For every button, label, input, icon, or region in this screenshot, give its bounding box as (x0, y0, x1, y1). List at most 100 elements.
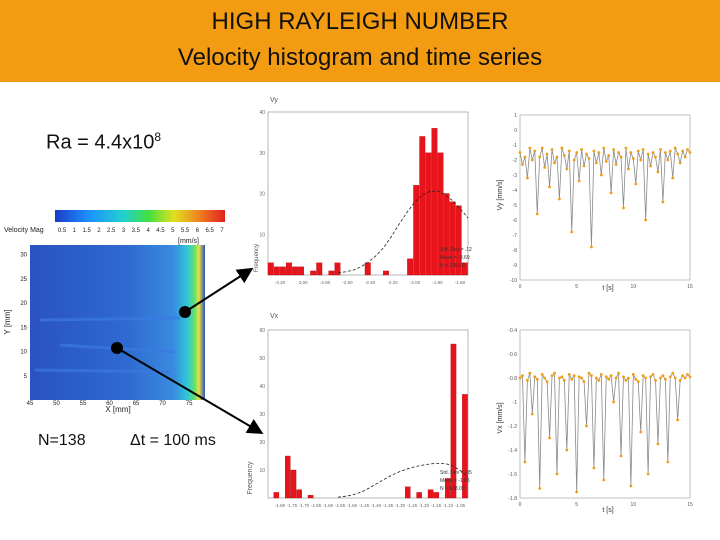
ts-point (585, 424, 588, 428)
rayleigh-text: Ra = 4.4x10 (46, 131, 155, 154)
ts-point (617, 151, 620, 154)
ts-point (592, 149, 596, 153)
colorbar-tick-label: 3 (122, 228, 126, 234)
ts-point (627, 167, 630, 171)
ts-point (614, 163, 618, 166)
title-banner: HIGH RAYLEIGH NUMBER Velocity histogram … (0, 0, 720, 82)
velocity-field-area (30, 245, 205, 400)
hist-stat-text: Mean = -3.69 (440, 255, 470, 261)
hist-ytick-label: 10 (259, 232, 265, 238)
ts-point (688, 375, 692, 379)
hist-xtick-label: -1.50 (347, 503, 358, 508)
ts-point (602, 146, 606, 150)
ts-point (654, 379, 657, 382)
ts-point (525, 379, 529, 382)
histogram-vy: Vy Frequency 10 20 30 40 -3.20 -3.00 -2.80 -2.6… (254, 97, 472, 285)
ts-point (530, 412, 534, 416)
hist-ytick-label: 50 (259, 356, 265, 362)
hist-xtick-label: -2.60 (342, 280, 353, 285)
hist-bar (364, 262, 371, 276)
ts-vy-xlabel: t [s] (602, 285, 613, 292)
colorbar-title: Velocity Mag (4, 227, 44, 234)
colorbar-unit: [mm/s] (178, 238, 199, 245)
field-ytick-label: 20 (20, 301, 27, 307)
ts-point (590, 374, 593, 377)
hist-xtick-label: -1.60 (455, 280, 466, 285)
ts-vx-xlabel: t [s] (602, 507, 613, 514)
hist-stat-text: Std. Dev = .12 (440, 247, 472, 253)
sample-count-label: N=138 (38, 432, 86, 449)
ts-ytick-label: -7 (513, 233, 518, 239)
hist-ytick-label: 60 (259, 328, 265, 334)
hist-bar (328, 270, 335, 276)
hist-xtick-label: -1.65 (311, 503, 322, 508)
ts-point (688, 151, 692, 154)
hist-xtick-label: -1.45 (359, 503, 370, 508)
hist-bar (413, 185, 420, 276)
hist-xtick-label: -2.40 (365, 280, 376, 285)
colorbar-tick-label: 2 (97, 228, 101, 234)
ts-ytick-label: -1.8 (508, 496, 517, 502)
ts-point (671, 371, 675, 375)
ts-point (644, 376, 648, 380)
hist-vy-ylabel: Frequency (254, 244, 260, 272)
ts-point (594, 376, 598, 380)
ts-point (659, 148, 662, 151)
hist-stat-text: Std. Dev = .05 (440, 470, 472, 476)
ts-point (604, 160, 608, 163)
ts-point (525, 176, 529, 180)
ts-point (538, 155, 542, 159)
ts-point (558, 197, 561, 201)
ts-point (565, 167, 569, 171)
timeseries-vy: Vy [mm/s] t [s] 10-1-2-3-4-5-6-7-8-9-100… (497, 113, 693, 292)
colorbar-tick-label: 5 (171, 228, 175, 234)
ts-point (555, 155, 559, 159)
ts-line (519, 372, 691, 493)
ts-point (533, 149, 537, 153)
ts-point (668, 375, 672, 379)
ts-point (604, 375, 608, 379)
hist-xtick-label: -3.20 (275, 280, 286, 285)
page-title: HIGH RAYLEIGH NUMBER (211, 8, 509, 35)
ts-xtick-label: 10 (631, 502, 637, 508)
colorbar-tick-label: 3.5 (132, 228, 141, 234)
ts-point (523, 460, 527, 464)
ts-point (582, 164, 586, 168)
probe-point-2 (111, 342, 123, 354)
ts-point (587, 157, 591, 160)
hist-xtick-label: -1.10 (443, 503, 454, 508)
ts-point (612, 148, 616, 151)
colorbar-tick-label: 4 (146, 228, 150, 234)
ts-point (543, 166, 547, 169)
ts-point (656, 442, 660, 446)
ts-point (572, 158, 576, 162)
ts-point (540, 146, 544, 150)
ts-point (612, 400, 616, 404)
colorbar-tick-label: 0.5 (58, 228, 67, 234)
ts-vx-ylabel: Vx [mm/s] (497, 402, 504, 433)
ts-ytick-label: -1.6 (508, 472, 517, 478)
hist-bar (279, 266, 286, 276)
hist-normal-fit (337, 462, 469, 498)
hist-bar (404, 486, 411, 499)
ts-point (553, 371, 556, 375)
ts-point (614, 376, 618, 380)
ts-point (533, 375, 537, 379)
ts-point (518, 376, 522, 380)
velocity-field-plot: 0.5 1 1.5 2 2.5 3 3.5 4 4.5 5 5.5 6 6.5 7 Velocity Ma… (3, 210, 225, 414)
ts-ytick-label: -2 (513, 158, 518, 164)
hist-bar (437, 152, 444, 276)
ts-point (666, 158, 670, 162)
ts-point (580, 376, 583, 380)
hist-xtick-label: -1.80 (275, 503, 286, 508)
hist-bar (407, 258, 414, 276)
ts-point (629, 151, 633, 154)
ts-point (631, 373, 635, 376)
ts-xtick-label: 5 (575, 284, 578, 290)
ts-point (641, 374, 645, 377)
ts-point (666, 460, 670, 464)
ts-point (622, 375, 625, 379)
ts-point (582, 380, 586, 383)
field-ytick-label: 25 (20, 277, 27, 283)
hist-bar (449, 201, 456, 276)
